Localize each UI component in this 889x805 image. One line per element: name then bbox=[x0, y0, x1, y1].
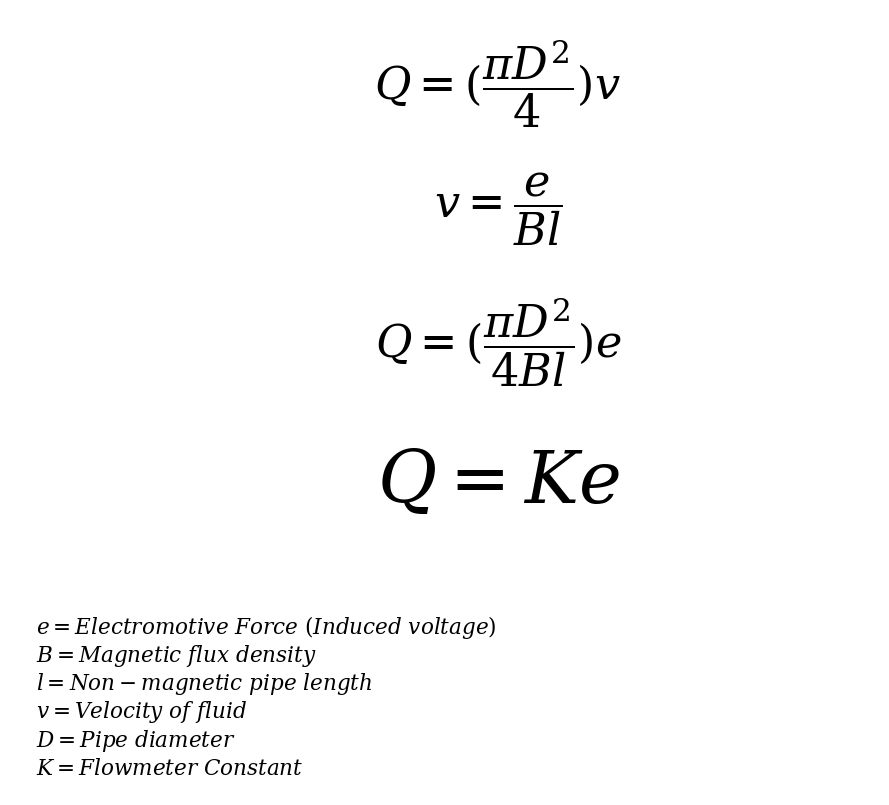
Text: $v = Velocity\ of\ fluid$: $v = Velocity\ of\ fluid$ bbox=[36, 700, 246, 725]
Text: $D = Pipe\ diameter$: $D = Pipe\ diameter$ bbox=[36, 728, 236, 753]
Text: $B = Magnetic\ flux\ density$: $B = Magnetic\ flux\ density$ bbox=[36, 643, 316, 669]
Text: $l = Non - magnetic\ pipe\ length$: $l = Non - magnetic\ pipe\ length$ bbox=[36, 671, 372, 697]
Text: $Q = (\dfrac{\pi D^2}{4Bl})e$: $Q = (\dfrac{\pi D^2}{4Bl})e$ bbox=[374, 295, 621, 389]
Text: $Q = Ke$: $Q = Ke$ bbox=[377, 448, 619, 518]
Text: $v = \dfrac{e}{Bl}$: $v = \dfrac{e}{Bl}$ bbox=[434, 171, 562, 248]
Text: $Q = (\dfrac{\pi D^2}{4})v$: $Q = (\dfrac{\pi D^2}{4})v$ bbox=[374, 39, 621, 130]
Text: $e = Electromotive\ Force\ (Induced\ voltage)$: $e = Electromotive\ Force\ (Induced\ vol… bbox=[36, 614, 496, 642]
Text: $K = Flowmeter\ Constant$: $K = Flowmeter\ Constant$ bbox=[36, 758, 303, 779]
